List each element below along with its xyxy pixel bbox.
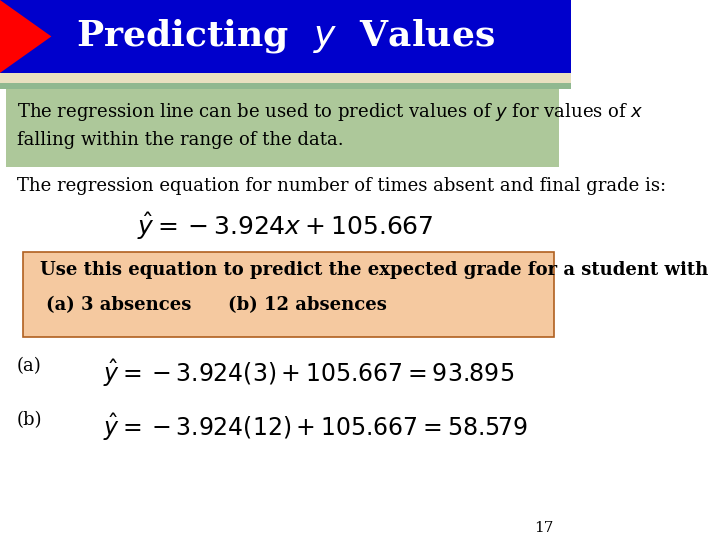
Text: $\hat{y} = -3.924x + 105.667$: $\hat{y} = -3.924x + 105.667$	[137, 211, 433, 242]
Text: (b) 12 absences: (b) 12 absences	[228, 296, 387, 314]
Text: Use this equation to predict the expected grade for a student with: Use this equation to predict the expecte…	[40, 261, 708, 279]
Text: $\hat{y} = -3.924(3) + 105.667 = 93.895$: $\hat{y} = -3.924(3) + 105.667 = 93.895$	[103, 357, 514, 389]
Text: $\hat{y} = -3.924(12) + 105.667 = 58.579$: $\hat{y} = -3.924(12) + 105.667 = 58.579…	[103, 411, 528, 443]
Text: The regression equation for number of times absent and final grade is:: The regression equation for number of ti…	[17, 177, 666, 195]
Text: (a): (a)	[17, 357, 42, 375]
Text: (b): (b)	[17, 411, 42, 429]
FancyBboxPatch shape	[0, 73, 571, 83]
Text: falling within the range of the data.: falling within the range of the data.	[17, 131, 343, 149]
FancyBboxPatch shape	[0, 0, 571, 73]
Text: (a) 3 absences: (a) 3 absences	[45, 296, 191, 314]
Polygon shape	[0, 0, 51, 73]
Text: The regression line can be used to predict values of $y$ for values of $x$: The regression line can be used to predi…	[17, 101, 644, 123]
FancyBboxPatch shape	[23, 252, 554, 337]
Text: 17: 17	[534, 521, 554, 535]
FancyBboxPatch shape	[0, 83, 571, 89]
Text: Predicting  $y$  Values: Predicting $y$ Values	[76, 17, 495, 56]
FancyBboxPatch shape	[6, 89, 559, 167]
